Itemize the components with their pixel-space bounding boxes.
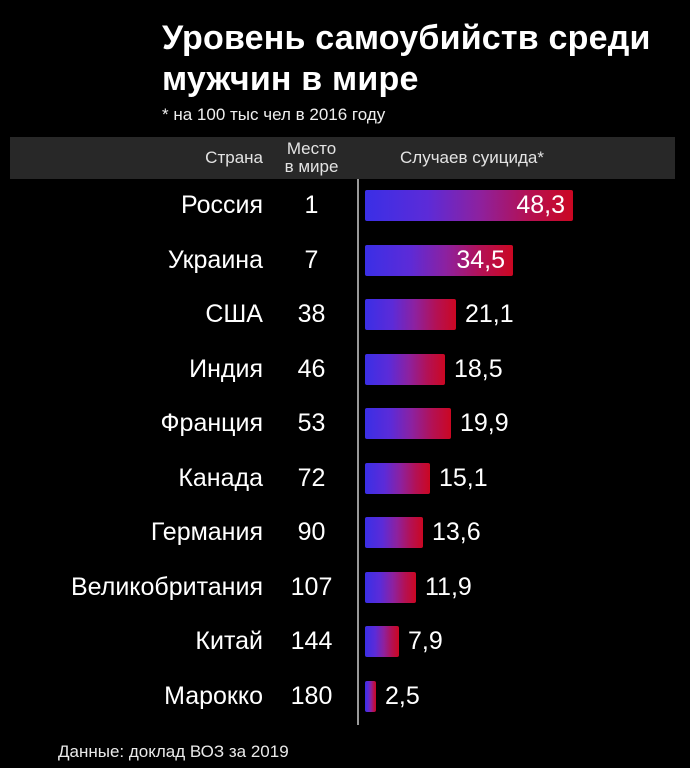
- world-rank-value: 38: [297, 300, 326, 329]
- bar-cell: 19,9: [360, 408, 509, 440]
- table-row: Великобритания 107 11,9: [0, 560, 690, 615]
- country-label: Китай: [195, 627, 263, 656]
- bar-chart-table: Россия 1 48,3 Украина 7 34,5 США 38 21,1 Индия 46 1…: [0, 178, 690, 725]
- value-bar: [365, 571, 416, 603]
- title-block: Уровень самоубийств среди мужчин в мире …: [0, 0, 690, 125]
- table-header: Страна Место в мире Случаев суицида*: [10, 136, 675, 179]
- value-label: 7,9: [408, 627, 443, 656]
- table-row: Украина 7 34,5: [0, 233, 690, 288]
- country-label: Индия: [189, 354, 263, 383]
- value-bar: [365, 462, 430, 494]
- world-rank-value: 90: [297, 518, 326, 547]
- world-rank-value: 1: [304, 191, 319, 220]
- country-label: Марокко: [164, 681, 263, 710]
- bar-cell: 18,5: [360, 353, 503, 385]
- world-rank-value: 53: [297, 409, 326, 438]
- world-rank-value: 72: [297, 463, 326, 492]
- value-label: 34,5: [456, 245, 505, 274]
- axis-baseline: [357, 178, 359, 725]
- table-row: Россия 1 48,3: [0, 179, 690, 234]
- country-label: Великобритания: [71, 572, 263, 601]
- value-bar: [365, 299, 456, 331]
- table-row: США 38 21,1: [0, 288, 690, 343]
- value-label: 48,3: [516, 191, 565, 220]
- bar-cell: 48,3: [360, 190, 573, 222]
- table-row: Канада 72 15,1: [0, 451, 690, 506]
- bar-cell: 13,6: [360, 517, 481, 549]
- value-label: 15,1: [439, 463, 488, 492]
- bar-cell: 15,1: [360, 462, 488, 494]
- bar-cell: 2,5: [360, 680, 420, 712]
- title-line-1: Уровень самоубийств среди: [162, 19, 651, 57]
- data-source: Данные: доклад ВОЗ за 2019: [58, 741, 289, 761]
- header-rank-line-2: в мире: [284, 156, 339, 176]
- bar-cell: 7,9: [360, 626, 443, 658]
- value-label: 21,1: [465, 300, 514, 329]
- country-label: Украина: [167, 245, 263, 274]
- world-rank-value: 144: [290, 627, 333, 656]
- value-bar: 34,5: [365, 244, 513, 276]
- header-country: Страна: [205, 147, 263, 167]
- value-label: 11,9: [425, 572, 472, 601]
- table-row: Индия 46 18,5: [0, 342, 690, 397]
- value-label: 19,9: [460, 409, 509, 438]
- table-row: Марокко 180 2,5: [0, 669, 690, 724]
- world-rank-value: 7: [304, 245, 319, 274]
- value-bar: 48,3: [365, 190, 573, 222]
- country-label: Франция: [160, 409, 263, 438]
- country-label: США: [205, 300, 263, 329]
- value-label: 2,5: [385, 681, 420, 710]
- value-bar: [365, 408, 451, 440]
- country-label: Россия: [181, 191, 263, 220]
- value-label: 13,6: [432, 518, 481, 547]
- rows: Россия 1 48,3 Украина 7 34,5 США 38 21,1 Индия 46 1…: [0, 179, 690, 724]
- value-label: 18,5: [454, 354, 503, 383]
- bar-cell: 21,1: [360, 299, 514, 331]
- bar-cell: 11,9: [360, 571, 472, 603]
- world-rank-value: 180: [290, 681, 333, 710]
- world-rank-value: 107: [290, 572, 333, 601]
- value-bar: [365, 517, 423, 549]
- value-bar: [365, 680, 376, 712]
- header-value: Случаев суицида*: [400, 147, 544, 167]
- table-row: Германия 90 13,6: [0, 506, 690, 561]
- header-rank: Место в мире: [263, 138, 360, 176]
- country-label: Канада: [178, 463, 263, 492]
- title-footnote: * на 100 тыс чел в 2016 году: [162, 104, 386, 124]
- header-rank-line-1: Место: [286, 138, 337, 158]
- page-title: Уровень самоубийств среди мужчин в мире: [162, 18, 670, 100]
- title-line-2: мужчин в мире: [162, 59, 419, 98]
- value-bar: [365, 353, 445, 385]
- world-rank-value: 46: [297, 354, 326, 383]
- bar-cell: 34,5: [360, 244, 513, 276]
- table-row: Франция 53 19,9: [0, 397, 690, 452]
- table-row: Китай 144 7,9: [0, 615, 690, 670]
- country-label: Германия: [150, 518, 263, 547]
- value-bar: [365, 626, 399, 658]
